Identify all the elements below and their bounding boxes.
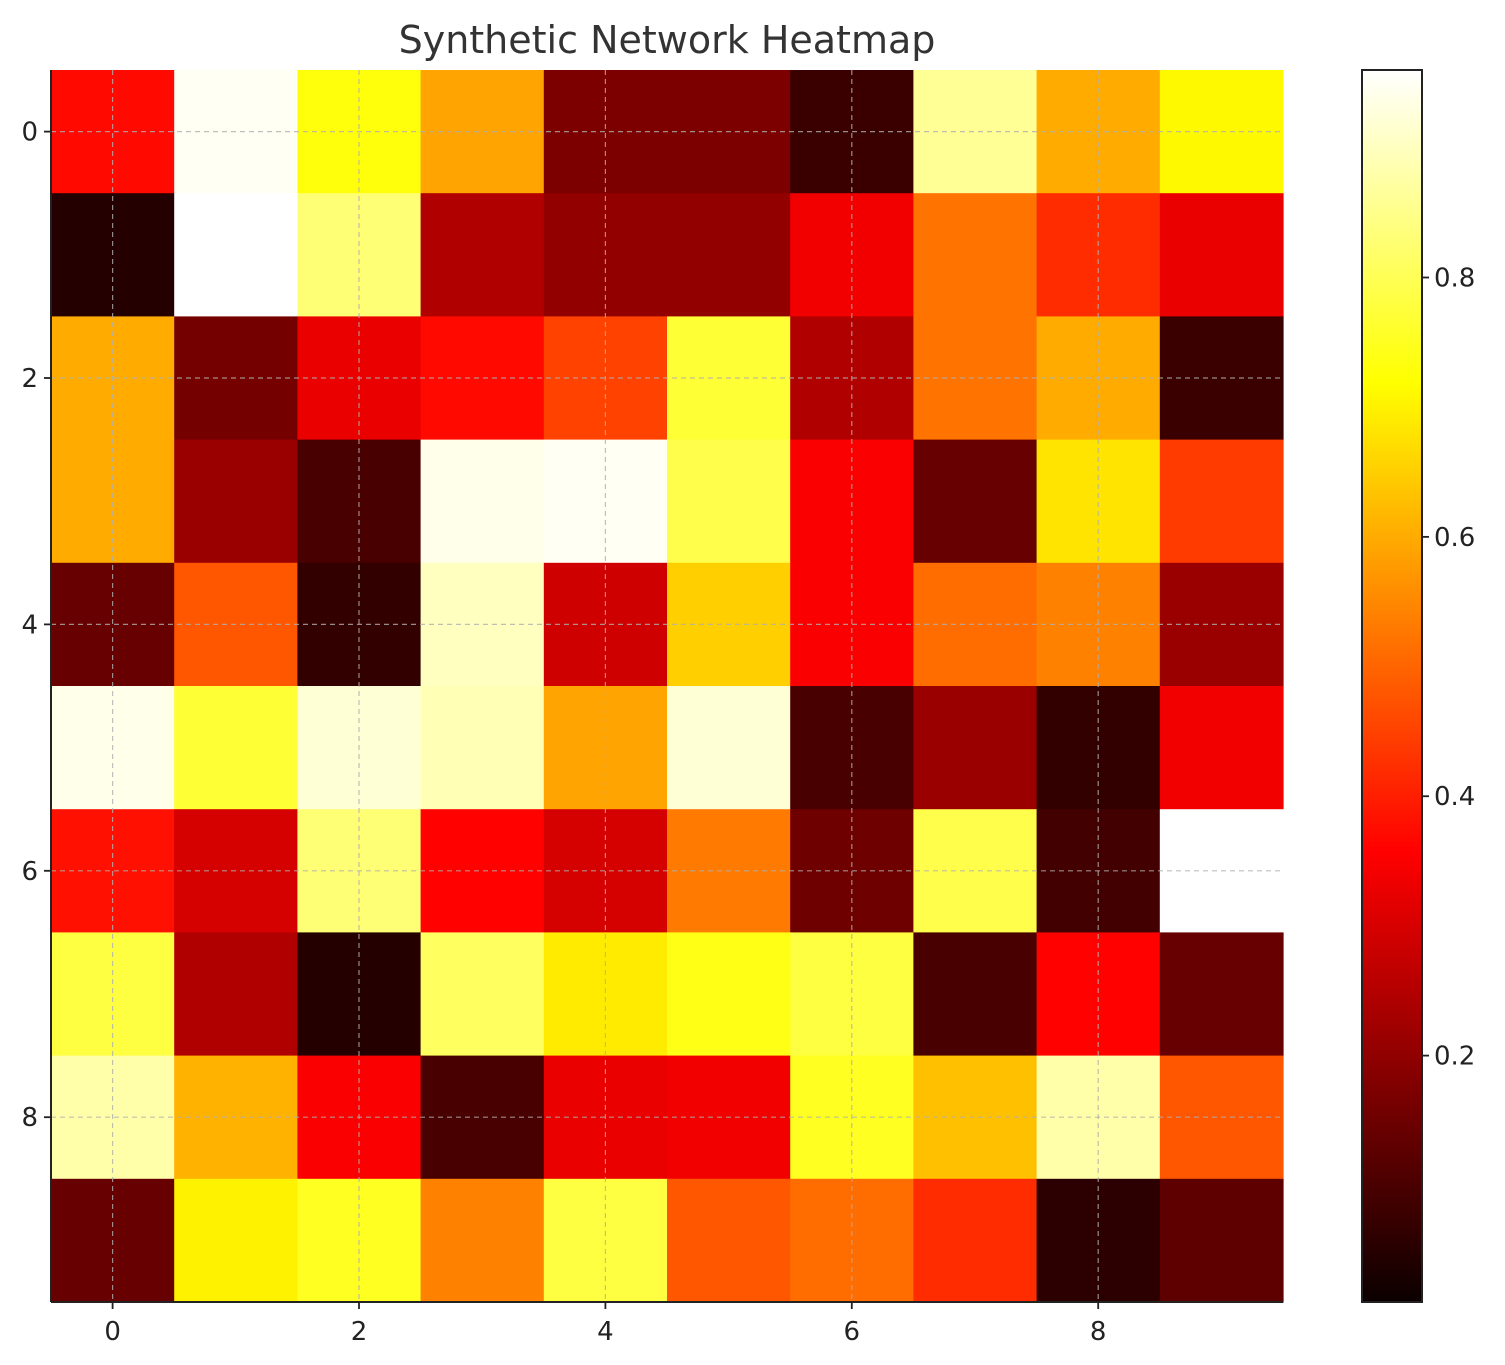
heatmap-cell-r7-c9 <box>1159 932 1284 1057</box>
colorbar: 0.2 0.4 0.6 0.8 <box>1361 69 1475 1303</box>
heatmap-cell-r9-c1 <box>174 1178 298 1303</box>
y-tick-label-4: 4 <box>21 610 38 640</box>
heatmap-cell-r7-c1 <box>174 932 298 1057</box>
heatmap-cell-r5-c7 <box>913 686 1038 810</box>
heatmap-cell-r1-c7 <box>913 193 1038 317</box>
x-tick-label-6: 6 <box>844 1317 861 1347</box>
y-tick-label-0: 0 <box>21 118 38 148</box>
heatmap-cell-r9-c5 <box>667 1178 791 1303</box>
heatmap-cell-r1-c1 <box>174 193 298 317</box>
x-tick-label-2: 2 <box>351 1317 368 1347</box>
colorbar-gradient <box>1362 70 1422 1302</box>
chart-title: Synthetic Network Heatmap <box>399 18 936 62</box>
plot-axes: 0 2 4 6 8 0 2 4 6 8 <box>21 70 1283 1347</box>
heatmap-cell-r3-c5 <box>667 439 791 564</box>
heatmap-cell-r1-c5 <box>667 193 791 317</box>
heatmap-cell-r3-c3 <box>420 439 545 564</box>
heatmap-cell-r1-c9 <box>1159 193 1284 317</box>
y-tick-label-2: 2 <box>21 364 38 394</box>
heatmap-cell-r9-c7 <box>913 1178 1038 1303</box>
heatmap-cell-r3-c1 <box>174 439 298 564</box>
colorbar-frame <box>1361 69 1423 1303</box>
heatmap-cell-r5-c9 <box>1159 686 1284 810</box>
heatmap-cell-r1-c3 <box>420 193 545 317</box>
heatmap-cell-r3-c9 <box>1159 439 1284 564</box>
y-tick-label-6: 6 <box>21 857 38 887</box>
heatmap-cell-r7-c3 <box>420 932 545 1057</box>
colorbar-tick-label-0: 0.2 <box>1434 1042 1475 1072</box>
colorbar-tick-label-1: 0.4 <box>1434 782 1475 812</box>
heatmap-cell-r7-c7 <box>913 932 1038 1057</box>
x-tick-label-4: 4 <box>597 1317 614 1347</box>
y-tick-label-8: 8 <box>21 1103 38 1133</box>
heatmap-cell-r5-c5 <box>667 686 791 810</box>
colorbar-tick-label-2: 0.6 <box>1434 523 1475 553</box>
grid-lines <box>51 70 1283 1302</box>
heatmap-cell-r7-c5 <box>667 932 791 1057</box>
x-tick-label-0: 0 <box>104 1317 121 1347</box>
colorbar-tick-label-3: 0.8 <box>1434 263 1475 293</box>
heatmap-cell-r9-c3 <box>420 1178 545 1303</box>
heatmap-cell-r3-c7 <box>913 439 1038 564</box>
x-tick-label-8: 8 <box>1090 1317 1107 1347</box>
heatmap-cell-r5-c3 <box>420 686 545 810</box>
heatmap-cell-r9-c9 <box>1159 1178 1284 1303</box>
heatmap-cell-r5-c1 <box>174 686 298 810</box>
